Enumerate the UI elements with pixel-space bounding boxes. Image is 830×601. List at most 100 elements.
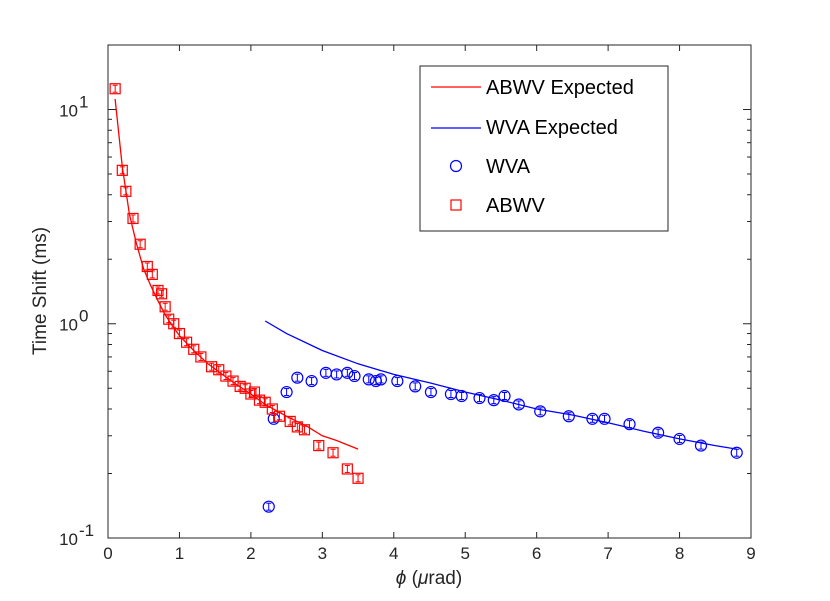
x-tick-label: 4	[389, 544, 398, 563]
data-point-wva	[730, 446, 743, 459]
legend-label-abwv-expected: ABWV Expected	[486, 77, 634, 99]
marker-square	[273, 410, 286, 422]
marker-circle	[512, 398, 525, 411]
marker-circle	[280, 385, 293, 399]
x-axis-label-open: (	[406, 568, 418, 589]
x-axis-label: ϕ (μrad)	[396, 568, 462, 589]
marker-square	[188, 343, 200, 355]
marker-square	[352, 472, 364, 484]
marker-circle	[534, 405, 547, 418]
marker-square	[195, 351, 207, 363]
data-point-wva	[424, 385, 438, 399]
data-point-abwv	[313, 439, 325, 452]
marker-square	[327, 447, 339, 459]
data-point-abwv	[253, 394, 266, 406]
x-axis-label-symbol: ϕ	[396, 568, 407, 589]
data-point-abwv	[155, 288, 168, 300]
data-point-abwv	[146, 268, 158, 280]
data-point-wva	[512, 398, 525, 411]
marker-square	[109, 83, 121, 95]
marker-circle	[374, 373, 388, 386]
data-point-abwv	[120, 185, 132, 197]
x-axis-label-unit: rad)	[428, 568, 462, 589]
marker-square	[341, 463, 353, 475]
marker-circle	[730, 446, 743, 459]
data-point-wva	[280, 385, 293, 399]
data-point-wva	[374, 373, 388, 386]
marker-circle	[673, 432, 686, 446]
x-axis-label-mu: μ	[417, 568, 429, 589]
marker-circle	[473, 391, 486, 405]
marker-circle	[455, 389, 468, 403]
data-point-wva	[586, 412, 599, 425]
data-point-wva	[652, 426, 665, 439]
data-point-abwv	[341, 463, 353, 475]
marker-circle	[586, 412, 599, 425]
data-point-abwv	[173, 327, 186, 340]
marker-square	[239, 382, 251, 394]
marker-circle	[409, 380, 422, 393]
y-tick-label-exponent: -1	[79, 521, 94, 540]
marker-square	[313, 439, 325, 452]
x-axis-ticks: 0 1 2 3 4 5 6 7 8 9	[103, 45, 756, 563]
x-tick-label: 8	[675, 544, 684, 563]
data-point-wva	[305, 374, 318, 388]
data-point-abwv	[168, 318, 180, 330]
marker-circle	[305, 374, 318, 388]
marker-square	[173, 327, 186, 340]
x-tick-label: 5	[460, 544, 469, 563]
marker-square	[168, 318, 180, 330]
data-point-abwv	[159, 301, 171, 313]
data-point-wva	[348, 369, 361, 383]
marker-square	[116, 164, 128, 176]
data-point-abwv	[127, 212, 139, 225]
x-tick-label: 9	[746, 544, 755, 563]
marker-circle	[424, 385, 438, 399]
marker-circle	[487, 394, 500, 407]
legend: ABWV Expected WVA Expected WVA ABWV	[419, 65, 669, 232]
data-point-wva	[487, 394, 500, 407]
data-layer	[109, 83, 743, 513]
marker-circle	[623, 418, 636, 431]
marker-circle	[694, 439, 708, 452]
marker-square	[134, 238, 146, 250]
data-point-wva	[262, 500, 275, 513]
data-point-wva	[498, 389, 511, 403]
legend-label-wva-expected: WVA Expected	[486, 117, 618, 139]
data-point-abwv	[109, 83, 121, 95]
marker-square	[253, 394, 266, 406]
x-tick-label: 3	[318, 544, 327, 563]
marker-circle	[562, 410, 575, 423]
marker-square	[159, 301, 171, 313]
marker-square	[127, 212, 139, 225]
y-tick-label-exponent: 1	[79, 92, 88, 111]
marker-square	[213, 364, 225, 376]
y-tick-label: 10	[59, 101, 78, 120]
data-point-wva	[362, 373, 375, 386]
data-point-wva	[473, 391, 486, 405]
data-point-wva	[562, 410, 575, 423]
marker-circle	[262, 500, 275, 513]
x-tick-label: 0	[103, 544, 112, 563]
legend-label-wva: WVA	[486, 156, 531, 178]
data-point-wva	[623, 418, 636, 431]
marker-square	[146, 268, 158, 280]
data-point-wva	[267, 412, 280, 425]
marker-square	[180, 336, 193, 348]
data-point-abwv	[352, 472, 364, 484]
marker-circle	[391, 374, 404, 388]
marker-square	[266, 403, 278, 415]
legend-label-abwv: ABWV	[486, 195, 546, 217]
marker-circle	[598, 412, 611, 425]
data-point-abwv	[298, 424, 311, 436]
data-point-abwv	[116, 164, 128, 176]
data-point-wva	[598, 412, 611, 425]
data-point-abwv	[134, 238, 146, 250]
data-point-wva	[673, 432, 686, 446]
marker-circle	[498, 389, 511, 403]
plot-frame	[107, 44, 752, 539]
data-point-wva	[694, 439, 708, 452]
marker-square	[245, 388, 257, 400]
